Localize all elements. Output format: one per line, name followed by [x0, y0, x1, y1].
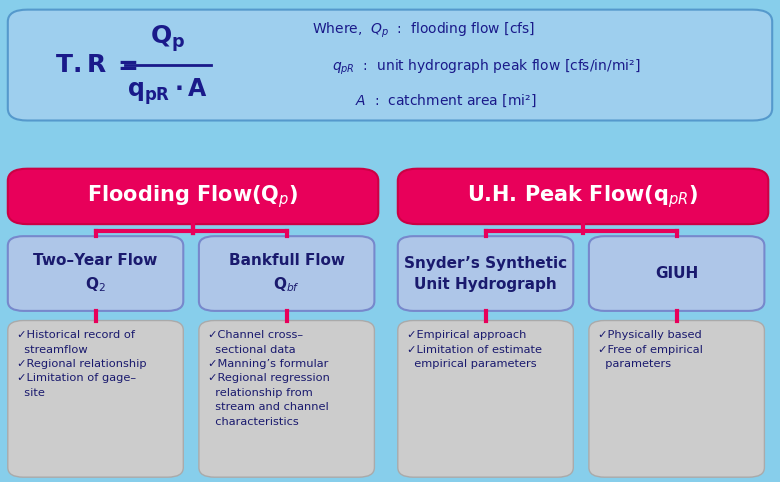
Text: ✓Physically based
✓Free of empirical
  parameters: ✓Physically based ✓Free of empirical par… — [598, 330, 703, 369]
Text: Two–Year Flow
Q$_2$: Two–Year Flow Q$_2$ — [34, 253, 158, 294]
Text: ✓Historical record of
  streamflow
✓Regional relationship
✓Limitation of gage–
 : ✓Historical record of streamflow ✓Region… — [17, 330, 147, 398]
FancyBboxPatch shape — [8, 169, 378, 224]
Text: $\mathbf{q_{pR} \cdot A}$: $\mathbf{q_{pR} \cdot A}$ — [127, 76, 208, 107]
FancyBboxPatch shape — [8, 321, 183, 477]
FancyBboxPatch shape — [398, 321, 573, 477]
Text: ✓Empirical approach
✓Limitation of estimate
  empirical parameters: ✓Empirical approach ✓Limitation of estim… — [407, 330, 542, 369]
FancyBboxPatch shape — [8, 236, 183, 311]
Text: $A$  :  catchment area [mi²]: $A$ : catchment area [mi²] — [355, 93, 537, 109]
Text: $\mathbf{Q_p}$: $\mathbf{Q_p}$ — [150, 23, 186, 54]
FancyBboxPatch shape — [398, 236, 573, 311]
FancyBboxPatch shape — [199, 236, 374, 311]
FancyBboxPatch shape — [589, 321, 764, 477]
FancyBboxPatch shape — [8, 10, 772, 120]
Text: Bankfull Flow
Q$_{bf}$: Bankfull Flow Q$_{bf}$ — [229, 253, 345, 294]
Text: Where,  $Q_p$  :  flooding flow [cfs]: Where, $Q_p$ : flooding flow [cfs] — [312, 21, 535, 40]
Text: Snyder’s Synthetic
Unit Hydrograph: Snyder’s Synthetic Unit Hydrograph — [404, 255, 567, 292]
FancyBboxPatch shape — [589, 236, 764, 311]
FancyBboxPatch shape — [199, 321, 374, 477]
Text: U.H. Peak Flow(q$_{pR}$): U.H. Peak Flow(q$_{pR}$) — [467, 183, 699, 210]
Text: Flooding Flow(Q$_p$): Flooding Flow(Q$_p$) — [87, 183, 299, 210]
Text: $q_{pR}$  :  unit hydrograph peak flow [cfs/in/mi²]: $q_{pR}$ : unit hydrograph peak flow [cf… — [332, 58, 640, 77]
Text: $\mathbf{=}$: $\mathbf{=}$ — [113, 53, 138, 77]
FancyBboxPatch shape — [398, 169, 768, 224]
Text: $\mathbf{T.R}$: $\mathbf{T.R}$ — [55, 53, 107, 77]
Text: GIUH: GIUH — [655, 266, 698, 281]
Text: ✓Channel cross–
  sectional data
✓Manning’s formular
✓Regional regression
  rela: ✓Channel cross– sectional data ✓Manning’… — [208, 330, 330, 427]
